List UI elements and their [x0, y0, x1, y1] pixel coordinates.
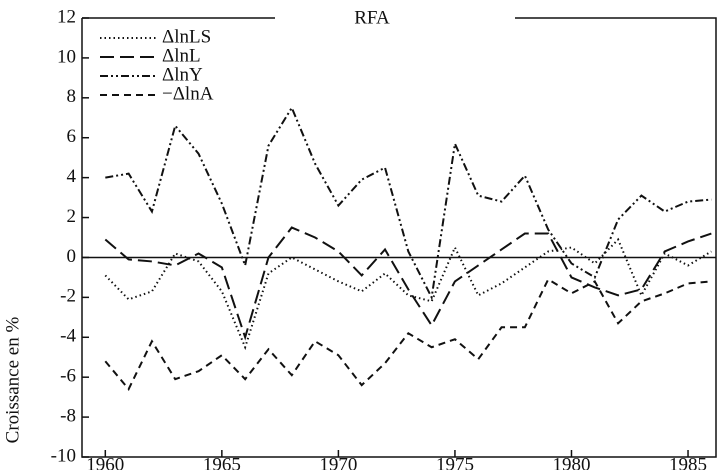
- series-line: [104, 237, 712, 351]
- series-line: [104, 226, 712, 341]
- legend-label: ΔlnL: [162, 45, 201, 66]
- plot-frame: [81, 17, 717, 458]
- chart-title: RFA: [354, 7, 390, 28]
- legend-label: ΔlnY: [162, 64, 203, 85]
- y-tick-label: 0: [67, 246, 77, 267]
- y-tick-label: 2: [67, 206, 77, 227]
- y-tick-label: 6: [67, 126, 77, 147]
- x-tick-label: 1965: [203, 454, 241, 470]
- y-tick-label: -4: [60, 326, 76, 347]
- y-tick-label: 10: [57, 46, 76, 67]
- y-tick-label: 12: [57, 6, 76, 27]
- legend-label: −ΔlnA: [162, 83, 214, 104]
- x-tick-label: 1970: [319, 454, 357, 470]
- y-tick-label: -8: [60, 405, 76, 426]
- x-tick-label: 1960: [86, 454, 124, 470]
- legend-label: ΔlnLS: [162, 26, 211, 47]
- y-tick-label: 8: [67, 86, 77, 107]
- y-tick-label: -2: [60, 286, 76, 307]
- y-axis-label: Croissance en %: [2, 317, 23, 444]
- y-tick-label: 4: [67, 166, 77, 187]
- x-tick-label: 1985: [669, 454, 707, 470]
- y-tick-label: -10: [51, 445, 76, 466]
- series-line: [105, 105, 712, 301]
- x-tick-label: 1980: [552, 454, 590, 470]
- x-tick-label: 1975: [436, 454, 474, 470]
- y-tick-label: -6: [60, 366, 76, 387]
- series-line: [104, 277, 712, 391]
